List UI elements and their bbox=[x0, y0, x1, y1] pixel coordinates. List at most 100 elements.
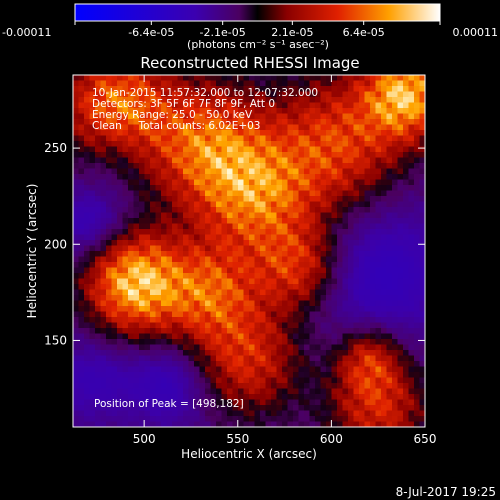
heatmap-cell bbox=[89, 333, 96, 340]
heatmap-cell bbox=[161, 273, 167, 279]
heatmap-cell bbox=[265, 240, 272, 246]
heatmap-cell bbox=[271, 289, 277, 296]
heatmap-cell bbox=[144, 240, 151, 246]
heatmap-cell bbox=[117, 157, 123, 164]
heatmap-cell bbox=[348, 75, 354, 81]
heatmap-cell bbox=[276, 394, 283, 400]
heatmap-cell bbox=[139, 190, 145, 197]
heatmap-cell bbox=[370, 361, 376, 367]
heatmap-cell bbox=[359, 317, 365, 323]
heatmap-cell bbox=[254, 366, 261, 373]
heatmap-cell bbox=[348, 383, 354, 389]
heatmap-cell bbox=[359, 146, 365, 153]
heatmap-cell bbox=[161, 80, 167, 87]
heatmap-cell bbox=[221, 273, 228, 279]
heatmap-cell bbox=[177, 163, 184, 169]
heatmap-cell bbox=[276, 306, 283, 312]
heatmap-cell bbox=[210, 135, 217, 142]
heatmap-cell bbox=[392, 201, 398, 208]
heatmap-cell bbox=[304, 152, 310, 158]
heatmap-cell bbox=[359, 372, 365, 378]
heatmap-cell bbox=[100, 185, 107, 191]
heatmap-cell bbox=[73, 97, 79, 103]
heatmap-cell bbox=[271, 201, 277, 208]
heatmap-cell bbox=[139, 306, 145, 312]
heatmap-cell bbox=[243, 108, 250, 114]
heatmap-cell bbox=[199, 196, 206, 202]
heatmap-cell bbox=[172, 289, 178, 296]
heatmap-cell bbox=[254, 421, 261, 427]
colorbar-tick-label: 2.1e-05 bbox=[271, 26, 313, 39]
heatmap-cell bbox=[364, 168, 371, 175]
heatmap-cell bbox=[282, 300, 288, 307]
heatmap-cell bbox=[166, 377, 173, 384]
heatmap-cell bbox=[194, 262, 200, 268]
heatmap-cell bbox=[337, 75, 343, 81]
heatmap-cell bbox=[111, 229, 118, 235]
heatmap-cell bbox=[95, 366, 101, 373]
heatmap-cell bbox=[161, 410, 167, 417]
heatmap-cell bbox=[293, 163, 299, 169]
heatmap-cell bbox=[133, 223, 140, 230]
heatmap-cell bbox=[205, 207, 211, 213]
heatmap-cell bbox=[353, 256, 360, 263]
heatmap-cell bbox=[84, 223, 90, 230]
heatmap-cell bbox=[150, 113, 156, 120]
heatmap-cell bbox=[238, 152, 244, 158]
heatmap-cell bbox=[337, 262, 343, 268]
heatmap-cell bbox=[293, 377, 299, 384]
heatmap-cell bbox=[122, 399, 129, 406]
heatmap-cell bbox=[359, 113, 365, 120]
heatmap-cell bbox=[205, 322, 211, 329]
heatmap-cell bbox=[271, 278, 277, 285]
heatmap-cell bbox=[370, 262, 376, 268]
heatmap-cell bbox=[84, 240, 90, 246]
heatmap-cell bbox=[419, 108, 425, 114]
heatmap-cell bbox=[249, 86, 255, 92]
heatmap-cell bbox=[117, 113, 123, 120]
heatmap-cell bbox=[326, 289, 332, 296]
heatmap-cell bbox=[287, 229, 294, 235]
heatmap-cell bbox=[128, 86, 134, 92]
heatmap-cell bbox=[78, 141, 85, 147]
heatmap-cell bbox=[188, 86, 195, 92]
heatmap-cell bbox=[298, 168, 305, 175]
heatmap-cell bbox=[232, 267, 239, 274]
heatmap-cell bbox=[73, 355, 79, 362]
heatmap-cell bbox=[265, 399, 272, 406]
heatmap-cell bbox=[199, 152, 206, 158]
heatmap-cell bbox=[100, 311, 107, 318]
heatmap-cell bbox=[243, 240, 250, 246]
heatmap-cell bbox=[111, 399, 118, 406]
heatmap-cell bbox=[183, 394, 189, 400]
heatmap-cell bbox=[331, 339, 338, 345]
heatmap-cell bbox=[419, 218, 425, 224]
heatmap-cell bbox=[155, 278, 162, 285]
heatmap-cell bbox=[265, 190, 272, 197]
heatmap-cell bbox=[254, 333, 261, 340]
heatmap-cell bbox=[408, 80, 415, 87]
heatmap-cell bbox=[414, 157, 420, 164]
heatmap-cell bbox=[133, 388, 140, 395]
heatmap-cell bbox=[194, 152, 200, 158]
heatmap-cell bbox=[364, 207, 371, 213]
heatmap-cell bbox=[249, 91, 255, 98]
heatmap-cell bbox=[304, 168, 310, 175]
heatmap-cell bbox=[161, 311, 167, 318]
heatmap-cell bbox=[73, 377, 79, 384]
heatmap-cell bbox=[243, 322, 250, 329]
heatmap-cell bbox=[199, 201, 206, 208]
heatmap-cell bbox=[249, 157, 255, 164]
heatmap-cell bbox=[392, 234, 398, 241]
heatmap-cell bbox=[95, 124, 101, 131]
heatmap-cell bbox=[375, 328, 382, 334]
heatmap-cell bbox=[205, 179, 211, 186]
heatmap-cell bbox=[364, 196, 371, 202]
heatmap-cell bbox=[144, 135, 151, 142]
heatmap-cell bbox=[89, 388, 96, 395]
heatmap-cell bbox=[309, 163, 316, 169]
heatmap-cell bbox=[183, 322, 189, 329]
heatmap-cell bbox=[298, 361, 305, 367]
heatmap-cell bbox=[232, 361, 239, 367]
heatmap-cell bbox=[359, 421, 365, 427]
